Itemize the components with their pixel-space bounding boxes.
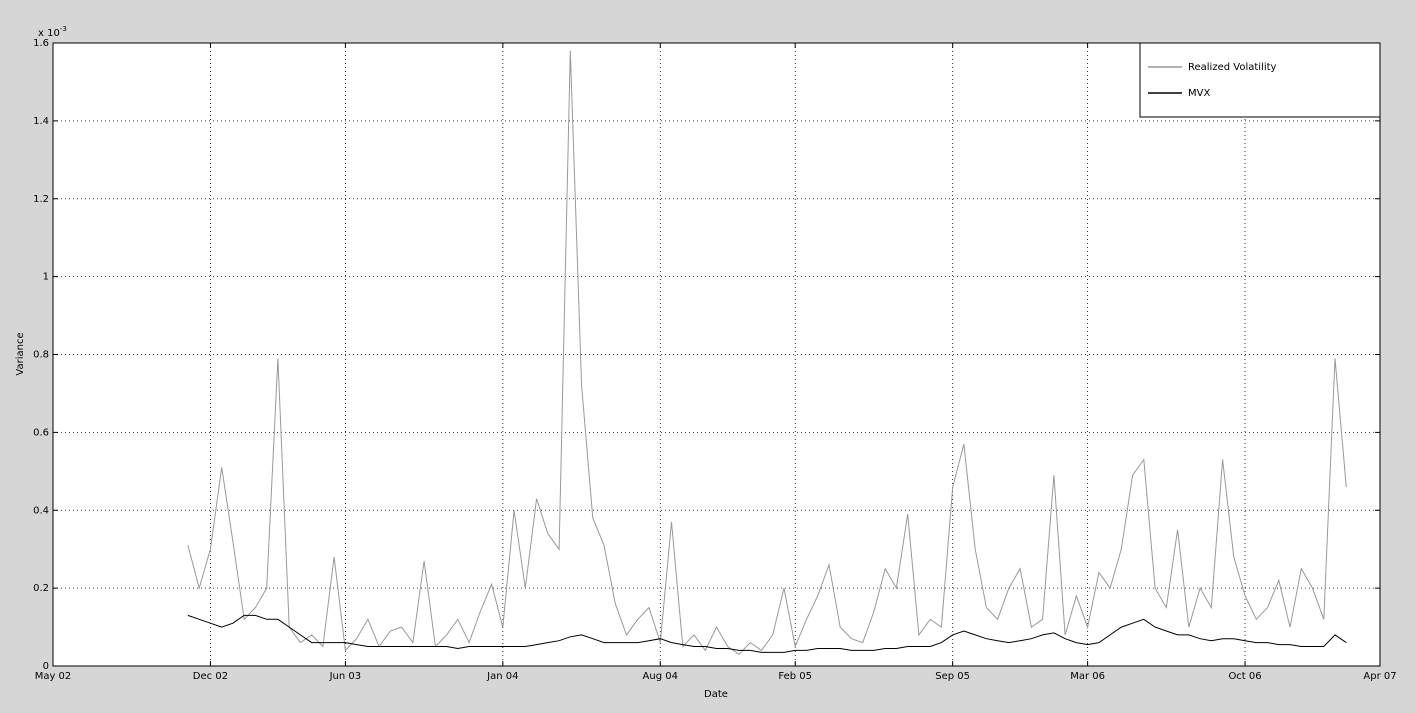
x-tick-label: Dec 02 — [193, 671, 228, 682]
y-tick-label: 0.2 — [33, 583, 49, 594]
x-tick-label: Jan 04 — [486, 671, 518, 682]
y-axis-label: Variance — [15, 332, 26, 375]
multiplier-base: x 10 — [38, 28, 60, 39]
series-line — [187, 50, 1347, 655]
y-multiplier: x 10-3 — [38, 25, 67, 39]
y-tick-label: 1 — [43, 272, 49, 283]
multiplier-exponent: -3 — [60, 25, 67, 33]
y-tick-label: 0 — [43, 661, 49, 672]
x-tick-label: Mar 06 — [1070, 671, 1105, 682]
x-tick-label: May 02 — [35, 671, 72, 682]
legend-label: Realized Volatility — [1188, 62, 1277, 73]
y-tick-label: 0.6 — [33, 427, 49, 438]
y-tick-label: 0.8 — [33, 350, 49, 361]
x-tick-label: Feb 05 — [778, 671, 812, 682]
y-tick-label: 1.4 — [33, 116, 49, 127]
x-tick-label: Apr 07 — [1363, 671, 1396, 682]
x-tick-label: Jun 03 — [329, 671, 362, 682]
x-tick-label: Sep 05 — [935, 671, 970, 682]
x-tick-label: Aug 04 — [643, 671, 678, 682]
legend-box — [1139, 42, 1381, 118]
plot-area — [53, 43, 1380, 666]
x-axis-label: Date — [704, 689, 728, 700]
y-tick-label: 0.4 — [33, 505, 49, 516]
x-tick-label: Oct 06 — [1228, 671, 1261, 682]
plot-frame — [52, 42, 1381, 667]
series-line — [187, 614, 1347, 653]
y-tick-label: 1.2 — [33, 194, 49, 205]
y-tick-label: 1.6 — [33, 38, 49, 49]
legend-label: MVX — [1188, 88, 1210, 99]
